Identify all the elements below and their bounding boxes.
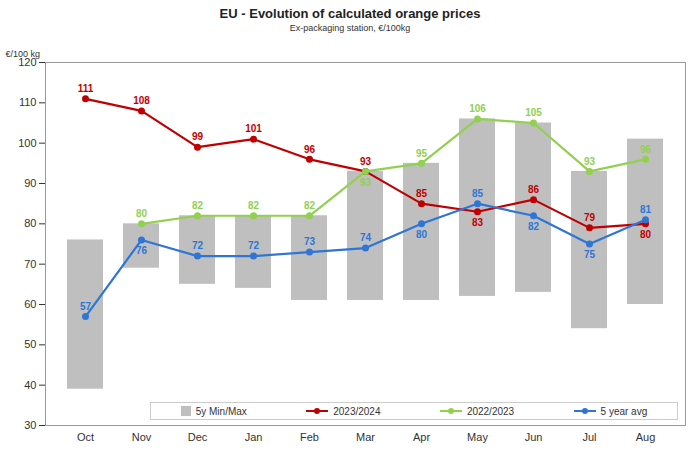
svg-text:96: 96 [304, 144, 316, 155]
svg-text:80: 80 [416, 229, 428, 240]
html-text:5 year avg: 5 year avg [600, 405, 648, 417]
svg-text:75: 75 [584, 249, 596, 260]
svg-text:93: 93 [360, 156, 372, 167]
svg-text:93: 93 [584, 156, 596, 167]
svg-text:Jun: Jun [525, 431, 543, 443]
svg-text:Apr: Apr [413, 431, 430, 443]
svg-text:May: May [467, 431, 488, 443]
svg-text:50: 50 [24, 338, 36, 350]
svg-text:73: 73 [304, 236, 316, 247]
html-text:EU - Evolution of calculated o: EU - Evolution of calculated orange pric… [219, 6, 481, 21]
svg-text:60: 60 [24, 298, 36, 310]
svg-text:105: 105 [525, 107, 542, 118]
svg-text:82: 82 [304, 200, 316, 211]
svg-text:€/100 kg: €/100 kg [6, 49, 41, 59]
svg-text:111: 111 [78, 83, 94, 94]
svg-text:79: 79 [584, 212, 596, 223]
html-text:Ex-packaging station, €/100kg: Ex-packaging station, €/100kg [289, 23, 411, 33]
svg-text:82: 82 [192, 200, 204, 211]
svg-text:108: 108 [133, 95, 150, 106]
svg-text:93: 93 [360, 177, 372, 188]
html-text:5y Min/Max: 5y Min/Max [195, 405, 247, 417]
svg-text:Feb: Feb [300, 431, 319, 443]
svg-text:Jan: Jan [245, 431, 263, 443]
svg-text:72: 72 [192, 240, 204, 251]
svg-text:72: 72 [248, 240, 260, 251]
svg-text:Nov: Nov [132, 431, 152, 443]
html-text:2023/2024: 2023/2024 [333, 405, 381, 417]
svg-text:85: 85 [472, 188, 484, 199]
svg-text:Jul: Jul [582, 431, 596, 443]
svg-text:85: 85 [416, 188, 428, 199]
svg-text:95: 95 [416, 148, 428, 159]
svg-text:30: 30 [24, 419, 36, 431]
svg-text:80: 80 [640, 229, 652, 240]
html-text:2022/2023: 2022/2023 [466, 405, 515, 417]
svg-text:90: 90 [24, 177, 36, 189]
svg-text:106: 106 [469, 103, 486, 114]
svg-text:70: 70 [24, 258, 36, 270]
svg-text:83: 83 [472, 217, 484, 228]
svg-text:81: 81 [640, 204, 652, 215]
svg-text:96: 96 [640, 144, 652, 155]
svg-text:120: 120 [18, 56, 37, 68]
svg-text:Mar: Mar [356, 431, 375, 443]
svg-text:74: 74 [360, 232, 372, 243]
svg-text:57: 57 [80, 301, 92, 312]
svg-text:110: 110 [19, 96, 37, 108]
svg-text:86: 86 [528, 184, 540, 195]
svg-text:80: 80 [136, 208, 148, 219]
svg-text:80: 80 [24, 217, 36, 229]
svg-text:99: 99 [192, 131, 204, 142]
svg-text:Oct: Oct [77, 431, 94, 443]
svg-text:Dec: Dec [188, 431, 208, 443]
svg-text:101: 101 [245, 123, 262, 134]
svg-text:Aug: Aug [636, 431, 656, 443]
svg-text:82: 82 [248, 200, 260, 211]
svg-text:40: 40 [24, 379, 36, 391]
svg-text:82: 82 [528, 221, 540, 232]
svg-text:100: 100 [18, 137, 36, 149]
svg-text:76: 76 [136, 245, 148, 256]
